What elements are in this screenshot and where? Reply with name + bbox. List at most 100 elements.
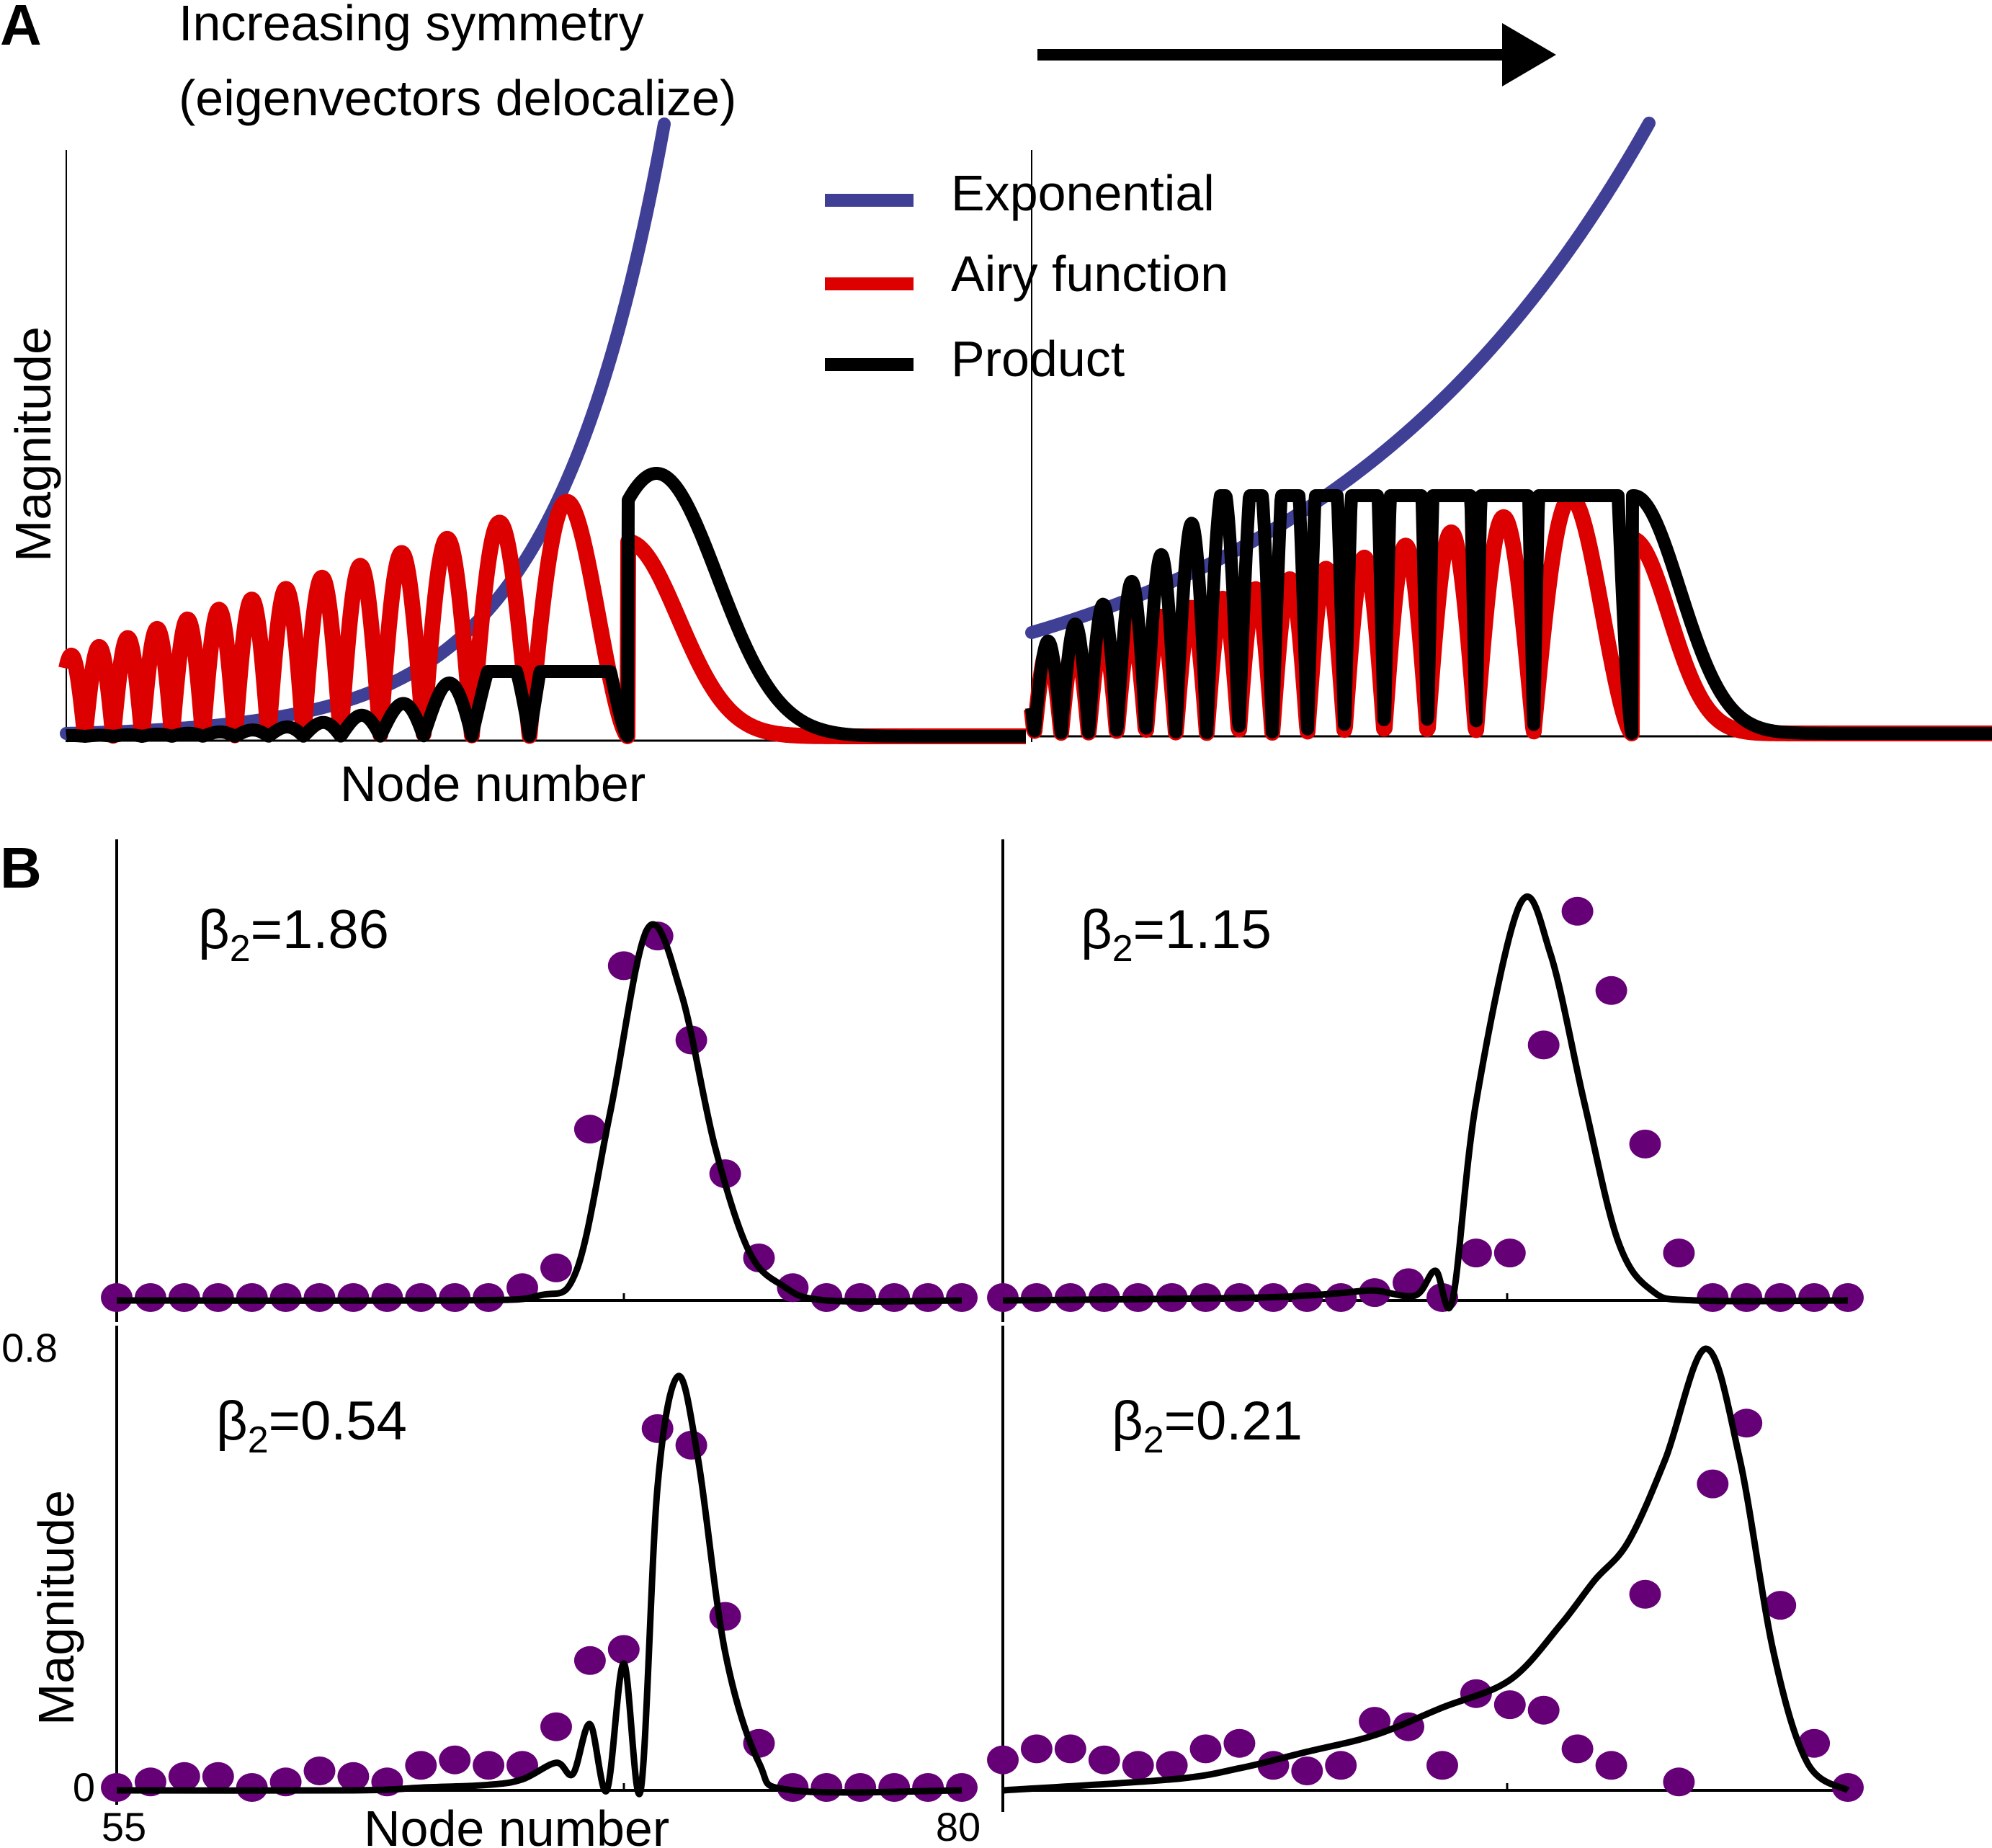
b2-point-6 (303, 1757, 336, 1785)
b3-point-23 (1764, 1591, 1797, 1620)
b3-point-22 (1730, 1409, 1763, 1438)
b0-point-13 (540, 1253, 572, 1282)
b3-point-19 (1629, 1579, 1661, 1609)
panel-a-ylabel: Magnitude (5, 326, 61, 562)
b1-beta-subscript: 2 (1112, 928, 1133, 970)
legend-label-airy: Airy function (951, 246, 1228, 302)
b1-beta-label: β2=1.15 (1081, 899, 1272, 970)
panel-b-subplot-beta-0-54: β2=0.54 (101, 1326, 978, 1805)
b3-point-15 (1493, 1690, 1526, 1720)
b2-point-22 (844, 1773, 877, 1802)
b3-point-10 (1325, 1751, 1357, 1780)
panel-a-left-plot (58, 117, 1033, 744)
b3-point-17 (1561, 1734, 1594, 1764)
b2-point-10 (439, 1745, 471, 1775)
b0-beta-label: β2=1.86 (198, 899, 389, 970)
b3-fit-curve (1002, 1345, 1850, 1794)
b2-point-9 (405, 1751, 437, 1780)
panel-a-legend: Exponential Airy function Product (825, 165, 1228, 387)
b2-point-21 (810, 1773, 843, 1802)
b0-point-23 (878, 1283, 911, 1312)
panel-a-xlabel: Node number (340, 756, 646, 812)
b3-beta-subscript: 2 (1143, 1419, 1164, 1461)
panel-b-subplot-beta-1-86: β2=1.86 (101, 839, 978, 1322)
panel-a-header-line1: Increasing symmetry (179, 0, 644, 51)
b1-point-18 (1595, 976, 1627, 1005)
legend-label-product: Product (951, 331, 1125, 387)
b1-point-19 (1629, 1129, 1661, 1159)
b2-beta-value: =0.54 (269, 1391, 407, 1452)
b1-point-12 (1393, 1268, 1424, 1298)
b1-beta-symbol: β (1081, 899, 1112, 960)
panel-b-ytick-top: 0.8 (1, 1325, 58, 1370)
panel-a-left-product-line (61, 467, 1032, 743)
b3-point-11 (1359, 1707, 1391, 1736)
b2-point-15 (607, 1635, 640, 1664)
panel-a-header-line2: (eigenvectors delocalize) (179, 70, 736, 126)
b1-point-16 (1527, 1030, 1560, 1060)
b3-point-5 (1156, 1751, 1188, 1780)
b3-point-16 (1527, 1695, 1560, 1725)
b2-point-11 (473, 1751, 505, 1780)
b3-point-6 (1189, 1734, 1222, 1764)
b3-point-4 (1122, 1751, 1154, 1780)
b1-point-14 (1460, 1238, 1492, 1268)
b2-beta-subscript: 2 (248, 1419, 269, 1461)
b3-point-7 (1223, 1728, 1256, 1758)
b0-point-24 (912, 1283, 944, 1312)
increasing-symmetry-arrow (1037, 23, 1556, 86)
b3-point-18 (1595, 1751, 1627, 1780)
b1-point-15 (1493, 1238, 1526, 1268)
b3-beta-label: β2=0.21 (1112, 1391, 1303, 1461)
b2-beta-label: β2=0.54 (216, 1391, 407, 1461)
b3-point-1 (1020, 1734, 1053, 1764)
legend-label-exponential: Exponential (951, 165, 1215, 221)
b1-fit-curve (1002, 893, 1849, 1312)
b3-point-3 (1088, 1745, 1120, 1775)
b2-point-24 (912, 1773, 944, 1802)
panel-b-subplot-beta-1-15: β2=1.15 (987, 839, 1864, 1322)
b2-fit-curve (116, 1372, 962, 1798)
b3-point-0 (987, 1745, 1019, 1775)
b2-point-13 (540, 1712, 572, 1741)
b2-beta-symbol: β (216, 1391, 248, 1452)
b1-point-20 (1663, 1238, 1695, 1268)
panel-a-letter: A (0, 0, 42, 57)
b1-point-23 (1764, 1283, 1797, 1312)
b3-point-9 (1291, 1757, 1323, 1785)
panel-b-xtick-right: 80 (936, 1804, 981, 1848)
b3-point-20 (1663, 1767, 1695, 1797)
b1-point-10 (1325, 1283, 1357, 1312)
b2-point-3 (202, 1762, 234, 1791)
b3-point-21 (1697, 1469, 1729, 1499)
b2-point-0 (101, 1773, 133, 1802)
b1-point-22 (1730, 1283, 1763, 1312)
b3-point-13 (1426, 1751, 1458, 1780)
panel-b-letter: B (0, 836, 42, 900)
b0-point-15 (607, 951, 640, 981)
b2-point-7 (337, 1762, 370, 1791)
b1-point-17 (1561, 896, 1594, 926)
panel-b-ylabel: Magnitude (28, 1490, 84, 1726)
b0-point-14 (573, 1115, 606, 1144)
b0-point-0 (101, 1283, 133, 1312)
panel-a-right-plot (1024, 116, 1992, 742)
b2-point-23 (878, 1773, 911, 1802)
b0-fit-curve (116, 921, 962, 1305)
b0-beta-symbol: β (198, 899, 230, 960)
b2-point-14 (573, 1646, 606, 1675)
b0-beta-subscript: 2 (230, 928, 251, 970)
b3-beta-value: =0.21 (1164, 1391, 1303, 1452)
b2-point-18 (709, 1602, 741, 1631)
b1-beta-value: =1.15 (1133, 899, 1272, 960)
b1-point-21 (1697, 1283, 1729, 1312)
b3-beta-symbol: β (1112, 1391, 1143, 1452)
panel-b-xlabel: Node number (364, 1800, 669, 1848)
b2-point-2 (168, 1762, 200, 1791)
panel-b-subplot-beta-0-21: β2=0.21 (987, 1326, 1864, 1812)
arrow-head-icon (1502, 23, 1556, 86)
b0-point-22 (844, 1283, 877, 1312)
panel-b-ytick-bottom: 0 (73, 1764, 95, 1810)
